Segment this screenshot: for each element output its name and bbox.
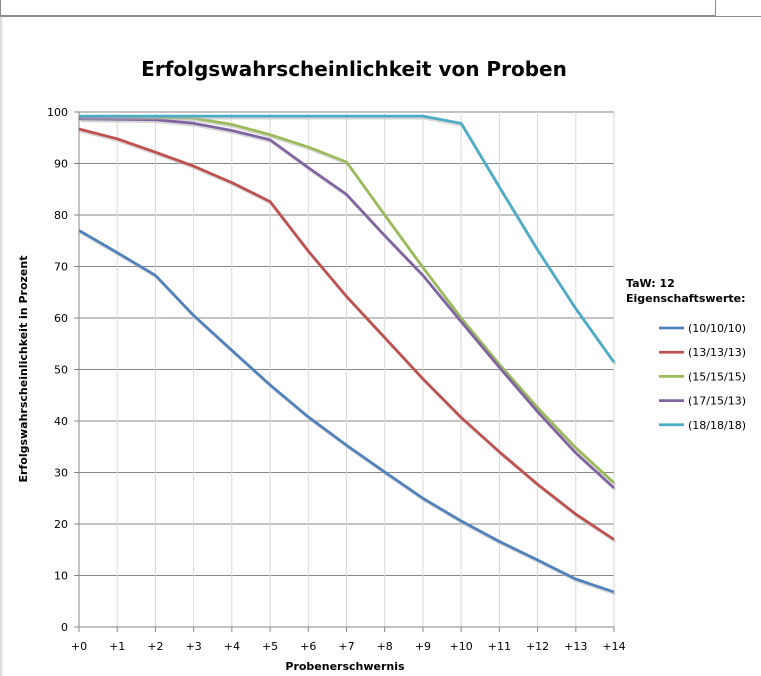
legend-label: (10/10/10) bbox=[688, 322, 746, 335]
legend-eigenschaftswerte: Eigenschaftswerte: bbox=[626, 292, 746, 305]
y-tick-label: 60 bbox=[54, 312, 68, 325]
y-tick-label: 0 bbox=[61, 621, 68, 634]
x-tick-label: +11 bbox=[488, 640, 511, 653]
x-tick-label: +12 bbox=[526, 640, 549, 653]
x-axis-label: Probenerschwernis bbox=[285, 660, 405, 673]
x-tick-label: +1 bbox=[109, 640, 125, 653]
x-tick-label: +8 bbox=[377, 640, 393, 653]
legend-label: (15/15/15) bbox=[688, 370, 746, 383]
y-axis-label: Erfolgswahrscheinlichkeit in Prozent bbox=[17, 256, 30, 483]
x-tick-label: +4 bbox=[224, 640, 240, 653]
series-line-4 bbox=[79, 114, 616, 364]
x-tick-label: +2 bbox=[147, 640, 163, 653]
x-tick-label: +9 bbox=[415, 640, 431, 653]
y-tick-label: 10 bbox=[54, 570, 68, 583]
background-sheet bbox=[0, 0, 716, 16]
series-shadow bbox=[80, 129, 617, 543]
series-shadow bbox=[80, 117, 617, 486]
chart-sheet bbox=[0, 16, 761, 676]
y-tick-label: 50 bbox=[54, 364, 68, 377]
x-tick-label: +7 bbox=[338, 640, 354, 653]
series-shadow bbox=[79, 231, 616, 596]
x-tick-label: +3 bbox=[186, 640, 202, 653]
legend-label: (18/18/18) bbox=[688, 419, 746, 432]
legend: TaW: 12 Eigenschaftswerte: (10/10/10) (13… bbox=[626, 277, 746, 432]
x-tick-label: +6 bbox=[300, 640, 316, 653]
y-tick-label: 80 bbox=[54, 209, 68, 222]
y-tick-label: 90 bbox=[54, 158, 68, 171]
series-lines bbox=[78, 114, 617, 596]
y-tick-label: 100 bbox=[47, 106, 68, 119]
series-line-0 bbox=[78, 229, 615, 594]
x-tick-label: +13 bbox=[564, 640, 587, 653]
x-tick-label: +5 bbox=[262, 640, 278, 653]
y-tick-label: 30 bbox=[54, 467, 68, 480]
series-line-1 bbox=[78, 127, 615, 541]
series-line-3 bbox=[78, 117, 615, 489]
y-axis-ticks: 0 10 20 30 40 50 60 70 80 90 100 bbox=[47, 106, 79, 634]
grid-lines bbox=[78, 111, 615, 628]
sheet-edge-shadow bbox=[0, 17, 4, 676]
y-tick-label: 70 bbox=[54, 261, 68, 274]
series-shadow bbox=[80, 119, 617, 492]
legend-items: (10/10/10) (13/13/13) (15/15/15) (17/15/13)… bbox=[659, 322, 746, 432]
y-tick-label: 20 bbox=[54, 518, 68, 531]
y-tick-label: 40 bbox=[54, 415, 68, 428]
legend-label: (17/15/13) bbox=[688, 395, 746, 408]
legend-label: (13/13/13) bbox=[688, 346, 746, 359]
legend-taw: TaW: 12 bbox=[626, 277, 675, 290]
x-tick-label: +10 bbox=[450, 640, 473, 653]
x-axis-ticks: +0 +1 +2 +3 +4 +5 +6 +7 +8 +9 +10 +11 +12 +13 +14 bbox=[71, 627, 626, 653]
x-tick-label: +14 bbox=[602, 640, 625, 653]
x-tick-label: +0 bbox=[71, 640, 87, 653]
chart-title: Erfolgswahrscheinlichkeit von Proben bbox=[141, 57, 567, 81]
